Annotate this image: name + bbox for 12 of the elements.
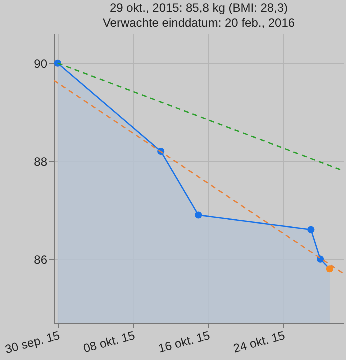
- x-tick-label: 16 okt. 15: [157, 328, 212, 356]
- y-tick-label: 88: [34, 154, 48, 169]
- x-tick-label: 08 okt. 15: [82, 328, 137, 356]
- y-tick-label: 90: [34, 56, 48, 71]
- chart-title: 29 okt., 2015: 85,8 kg (BMI: 28,3): [110, 1, 288, 15]
- y-tick-label: 86: [34, 252, 48, 267]
- chart-subtitle: Verwachte einddatum: 20 feb., 2016: [102, 16, 296, 30]
- x-tick-label: 30 sep. 15: [4, 328, 62, 357]
- point: [326, 266, 334, 273]
- x-tick-label: 24 okt. 15: [232, 328, 287, 356]
- point: [308, 226, 315, 234]
- point: [195, 212, 202, 219]
